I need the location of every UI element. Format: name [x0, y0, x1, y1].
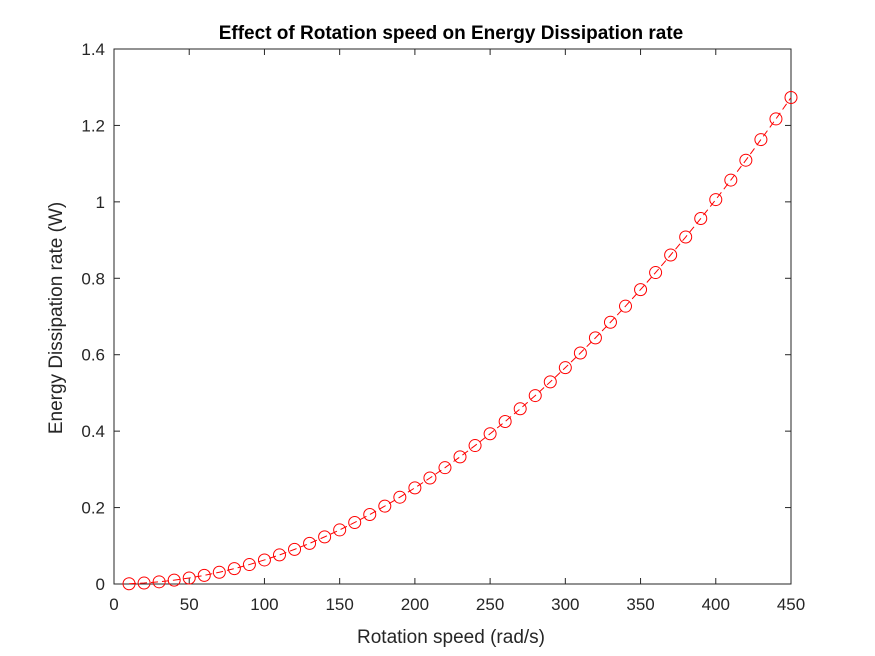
data-point — [784, 91, 798, 105]
data-point — [363, 508, 377, 522]
axes-box — [113, 48, 792, 585]
data-point — [468, 439, 482, 453]
y-tick-label: 0 — [96, 575, 105, 594]
data-point — [272, 548, 286, 562]
data-point — [588, 331, 602, 345]
x-tick-label: 100 — [250, 595, 278, 614]
data-point — [543, 375, 557, 389]
y-tick-label: 0.2 — [81, 499, 105, 518]
data-point — [634, 283, 648, 297]
x-tick-label: 50 — [180, 595, 199, 614]
data-point — [197, 568, 211, 582]
data-point — [694, 212, 708, 226]
data-point — [423, 471, 437, 485]
data-point — [739, 153, 753, 167]
data-point — [288, 542, 302, 556]
y-tick-label: 1.4 — [81, 40, 105, 59]
data-point — [122, 577, 136, 591]
data-point — [227, 562, 241, 576]
data-point — [754, 133, 768, 147]
data-point — [303, 536, 317, 550]
data-point — [498, 415, 512, 429]
x-tick-label: 350 — [626, 595, 654, 614]
x-tick-label: 400 — [702, 595, 730, 614]
data-point — [558, 361, 572, 375]
x-tick-label: 450 — [777, 595, 805, 614]
data-point — [152, 575, 166, 589]
data-point — [664, 248, 678, 262]
data-point — [408, 481, 422, 495]
data-point — [513, 402, 527, 416]
data-point — [483, 427, 497, 441]
data-point — [257, 553, 271, 567]
data-point — [603, 315, 617, 329]
y-tick-label: 1 — [96, 193, 105, 212]
data-point — [709, 193, 723, 207]
data-point — [137, 576, 151, 590]
data-point — [318, 530, 332, 544]
data-point — [378, 499, 392, 513]
data-point — [769, 112, 783, 126]
data-point — [182, 571, 196, 585]
x-tick-label: 0 — [109, 595, 118, 614]
data-point — [393, 490, 407, 504]
data-point — [679, 230, 693, 244]
data-point — [453, 450, 467, 464]
data-point — [528, 389, 542, 403]
series-line — [129, 97, 792, 585]
data-point — [438, 461, 452, 475]
y-axis-label: Energy Dissipation rate (W) — [46, 202, 67, 434]
data-point — [348, 515, 362, 529]
y-tick-label: 1.2 — [81, 116, 105, 135]
y-tick-label: 0.4 — [81, 422, 105, 441]
x-tick-label: 250 — [476, 595, 504, 614]
y-tick-label: 0.8 — [81, 269, 105, 288]
x-tick-label: 300 — [551, 595, 579, 614]
plot-area: 0 50 100 150 200 250 300 350 400 450 0 0.2 0.4 0.6 0.8… — [81, 40, 805, 614]
data-point — [724, 173, 738, 187]
data-point — [212, 565, 226, 579]
data-point — [573, 346, 587, 360]
x-tick-label: 200 — [401, 595, 429, 614]
data-point — [649, 266, 663, 280]
data-point — [619, 299, 633, 313]
data-point — [333, 523, 347, 537]
y-tick-label: 0.6 — [81, 346, 105, 365]
chart-title: Effect of Rotation speed on Energy Dissi… — [219, 23, 684, 44]
data-point — [242, 558, 256, 572]
x-tick-label: 150 — [325, 595, 353, 614]
x-axis-label: Rotation speed (rad/s) — [357, 627, 545, 648]
data-point — [167, 573, 181, 587]
